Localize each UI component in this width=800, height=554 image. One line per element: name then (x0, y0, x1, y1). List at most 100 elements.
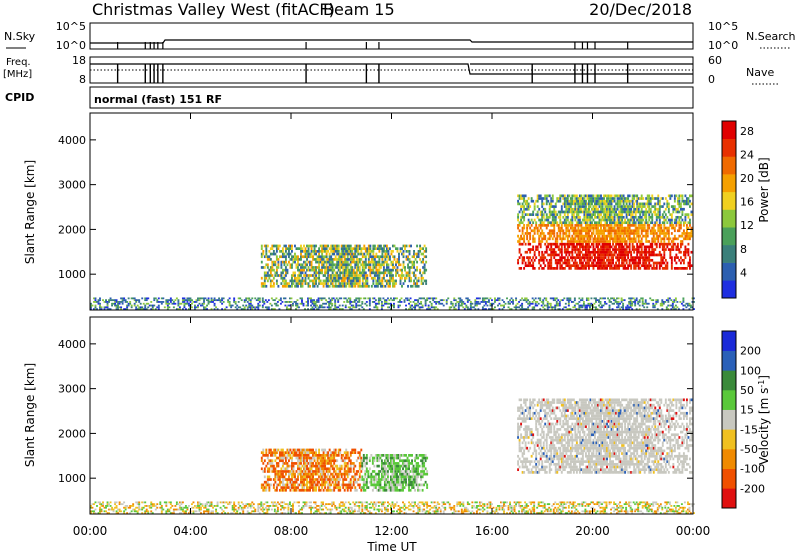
heatmap-cell (603, 234, 605, 238)
heatmap-cell (291, 464, 293, 468)
heatmap-cell (524, 199, 527, 203)
heatmap-cell (460, 299, 463, 302)
heatmap-cell (633, 261, 636, 265)
heatmap-cell (378, 274, 381, 277)
heatmap-cell (300, 271, 302, 275)
heatmap-cell (111, 302, 114, 305)
heatmap-cell (262, 486, 265, 489)
heatmap-cell (530, 229, 533, 233)
heatmap-cell (329, 302, 332, 305)
heatmap-cell (100, 306, 103, 309)
heatmap-cell (634, 264, 637, 268)
heatmap-cell (405, 276, 408, 280)
heatmap-cell (301, 263, 304, 267)
heatmap-cell (340, 263, 343, 267)
heatmap-cell (272, 276, 275, 280)
heatmap-cell (675, 215, 678, 219)
heatmap-cell (304, 462, 307, 465)
heatmap-cell (304, 276, 307, 280)
heatmap-cell (378, 255, 381, 259)
heatmap-cell (272, 448, 275, 452)
heatmap-cell (667, 308, 670, 310)
heatmap-cell (679, 202, 682, 206)
heatmap-cell (498, 299, 501, 302)
heatmap-cell (633, 237, 636, 241)
heatmap-cell (575, 267, 578, 270)
heatmap-cell (651, 237, 654, 241)
heatmap-cell (224, 308, 227, 310)
heatmap-cell (138, 308, 141, 310)
heatmap-cell (542, 237, 545, 241)
heatmap-cell (380, 304, 383, 307)
heatmap-cell (538, 207, 541, 211)
heatmap-cell (583, 199, 586, 203)
heatmap-cell (294, 454, 296, 457)
heatmap-cell (672, 237, 675, 241)
heatmap-cell (265, 483, 268, 487)
heatmap-cell (539, 224, 542, 227)
heatmap-cell (265, 451, 268, 455)
heatmap-cell (301, 301, 303, 303)
heatmap-cell (604, 253, 607, 257)
heatmap-cell (298, 306, 300, 309)
heatmap-cell (331, 260, 334, 264)
heatmap-cell (601, 306, 603, 309)
heatmap-cell (645, 232, 648, 235)
heatmap-cell (277, 247, 280, 251)
heatmap-cell (606, 215, 608, 219)
heatmap-cell (266, 279, 269, 283)
heatmap-cell (295, 456, 298, 460)
heatmap-cell (530, 197, 533, 200)
heatmap-cell (636, 256, 639, 259)
heatmap-cell (354, 247, 357, 251)
heatmap-cell (283, 268, 286, 272)
heatmap-cell (532, 221, 535, 225)
heatmap-cell (268, 488, 271, 492)
heatmap-cell (672, 240, 675, 243)
heatmap-cell (274, 263, 277, 267)
heatmap-cell (533, 267, 536, 270)
heatmap-cell (289, 472, 292, 476)
heatmap-cell (254, 308, 257, 310)
heatmap-cell (330, 260, 333, 264)
heatmap-cell (349, 263, 352, 267)
heatmap-cell (545, 248, 548, 251)
heatmap-cell (609, 261, 611, 265)
heatmap-cell (627, 226, 630, 230)
heatmap-cell (612, 199, 615, 203)
heatmap-cell (542, 224, 545, 227)
heatmap-cell (403, 299, 406, 302)
heatmap-cell (278, 274, 281, 277)
heatmap-cell (297, 263, 299, 267)
heatmap-cell (583, 213, 586, 216)
heatmap-cell (313, 299, 316, 302)
heatmap-cell (581, 205, 584, 208)
heatmap-cell (384, 279, 387, 283)
heatmap-cell (301, 456, 304, 460)
heatmap-cell (321, 282, 324, 285)
heatmap-cell (300, 255, 302, 259)
heatmap-cell (678, 224, 681, 227)
heatmap-cell (297, 279, 299, 283)
heatmap-cell (260, 255, 263, 259)
heatmap-cell (578, 232, 581, 235)
heatmap-cell (390, 274, 393, 277)
heatmap-cell (445, 299, 448, 302)
heatmap-cell (600, 226, 602, 230)
heatmap-cell (655, 218, 658, 222)
heatmap-cell (144, 306, 147, 309)
heatmap-cell (304, 266, 307, 269)
heatmap-cell (345, 258, 348, 261)
heatmap-cell (690, 250, 693, 254)
heatmap-cell (603, 207, 605, 211)
heatmap-cell (607, 250, 610, 254)
heatmap-cell (287, 459, 290, 463)
heatmap-cell (526, 250, 529, 254)
heatmap-cell (686, 302, 689, 305)
heatmap-cell (693, 301, 695, 303)
heatmap-cell (445, 301, 448, 303)
y-tick-label: 4000 (58, 134, 86, 147)
heatmap-cell (560, 224, 563, 227)
heatmap-cell (618, 256, 621, 259)
heatmap-cell (272, 268, 275, 272)
